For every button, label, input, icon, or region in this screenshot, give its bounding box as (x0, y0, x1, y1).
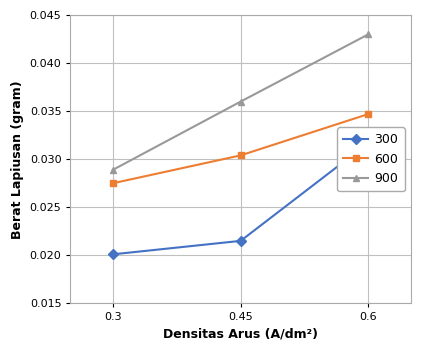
900 (238, 100, 243, 104)
X-axis label: Densitas Arus (A/dm²): Densitas Arus (A/dm²) (163, 328, 318, 341)
900 (111, 168, 116, 172)
Line: 300: 300 (110, 139, 372, 258)
Line: 900: 900 (110, 31, 372, 173)
300 (366, 141, 371, 145)
600 (366, 112, 371, 116)
Y-axis label: Berat Lapiusan (gram): Berat Lapiusan (gram) (11, 80, 24, 239)
900 (366, 32, 371, 37)
300 (238, 239, 243, 243)
600 (111, 181, 116, 186)
600 (238, 153, 243, 157)
Line: 600: 600 (110, 111, 372, 187)
Legend: 300, 600, 900: 300, 600, 900 (337, 127, 405, 191)
300 (111, 252, 116, 256)
